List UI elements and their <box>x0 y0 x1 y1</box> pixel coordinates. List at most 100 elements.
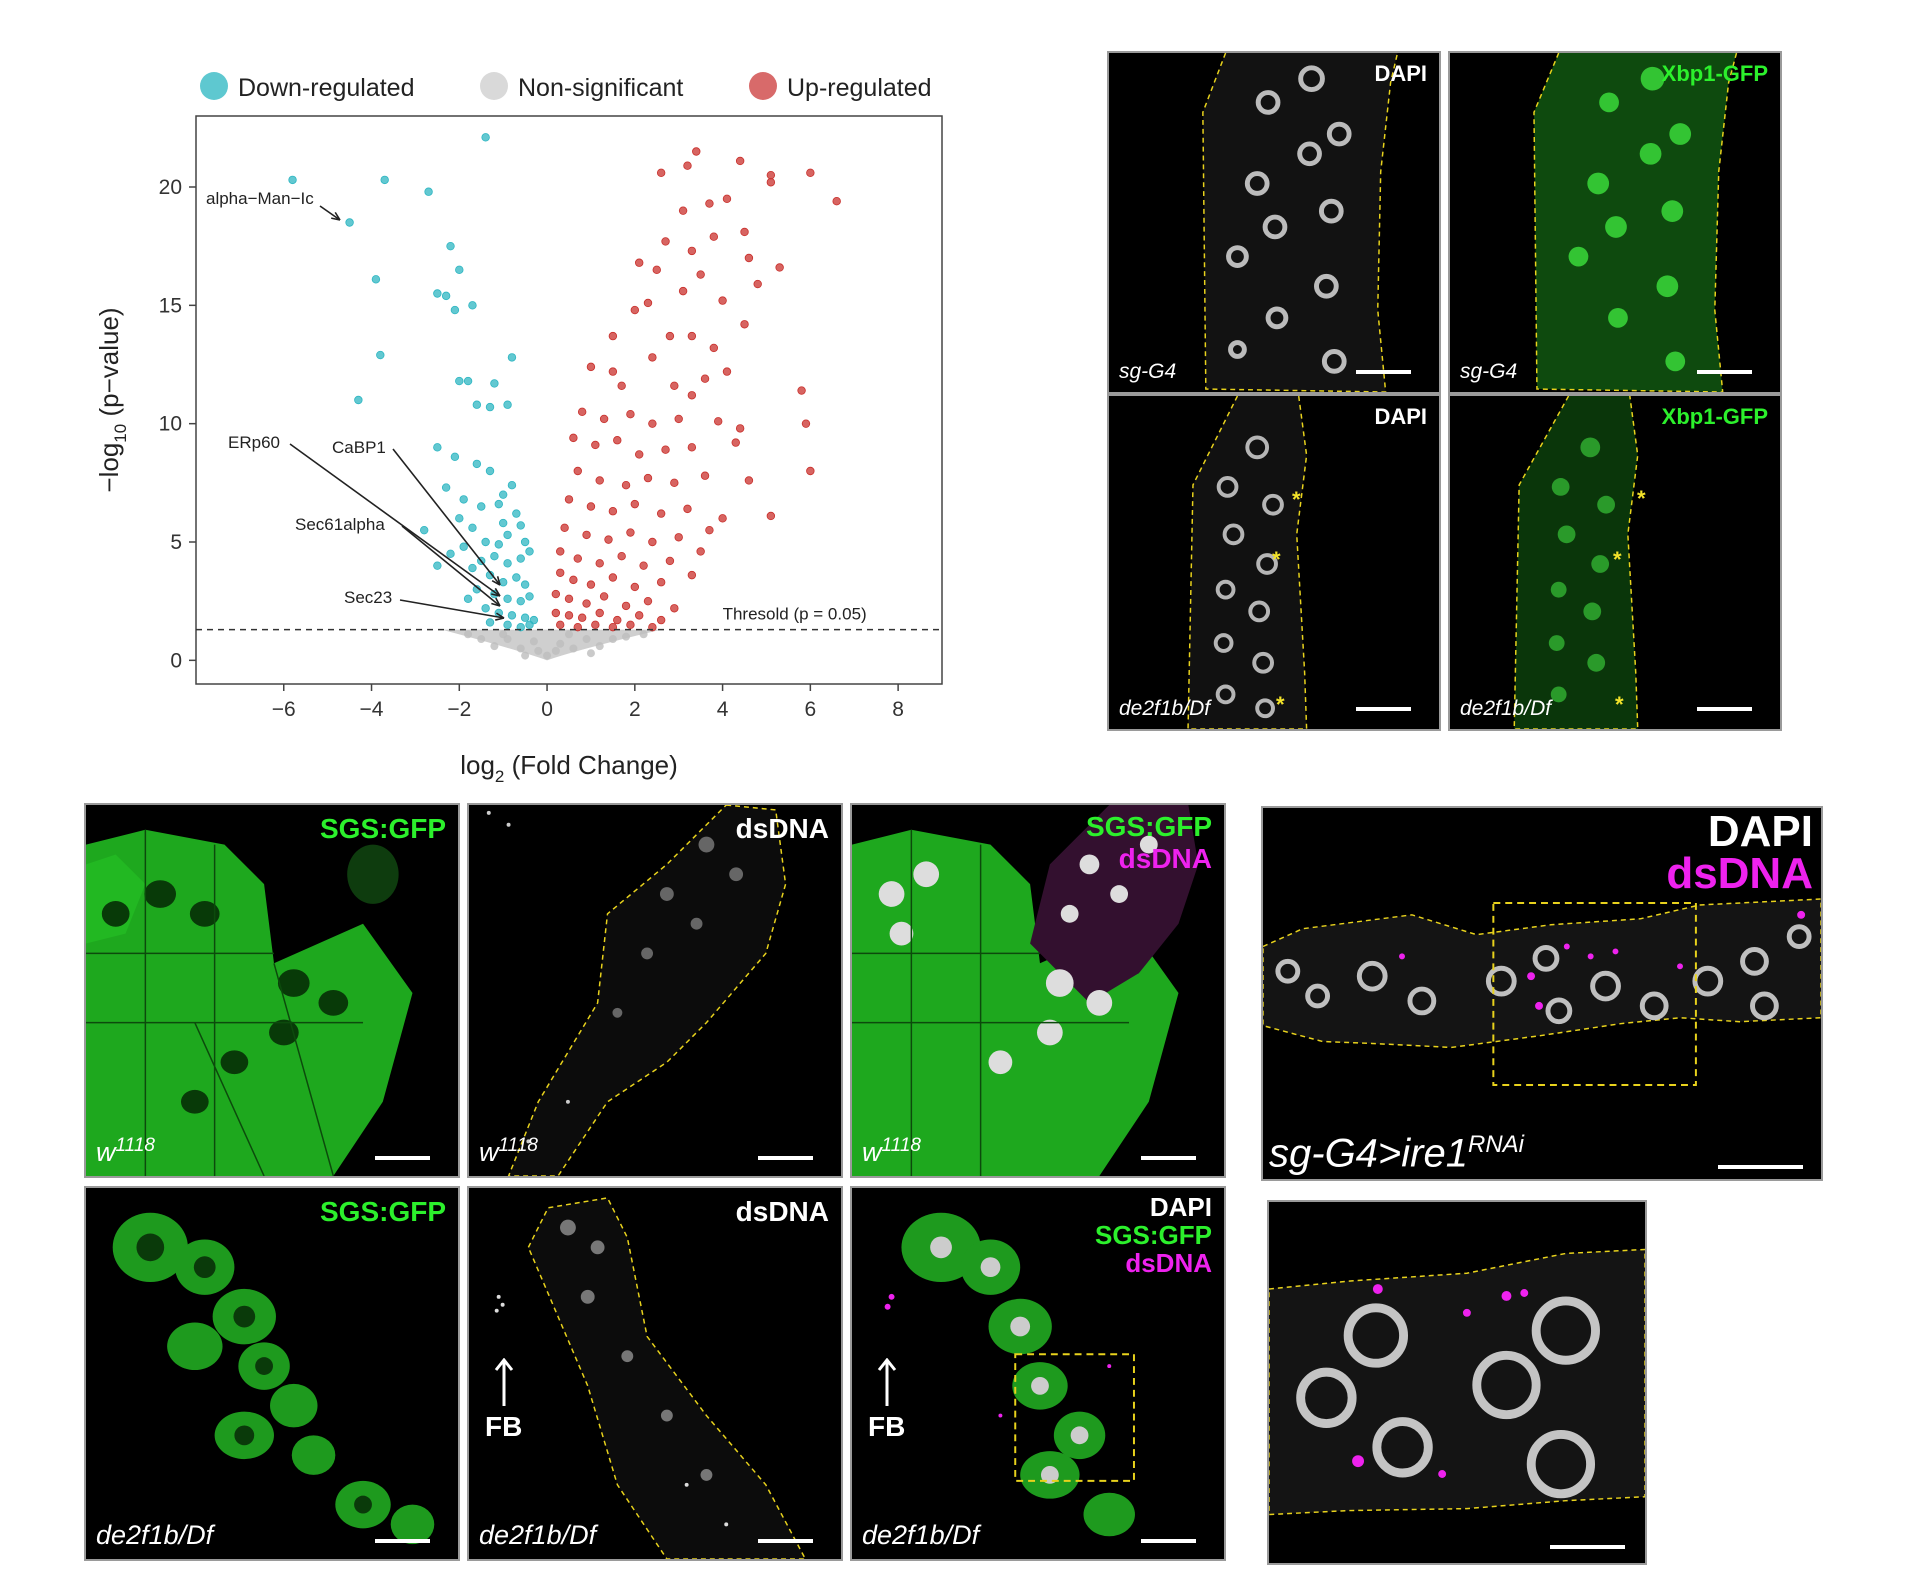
point-up <box>797 386 806 395</box>
point-down <box>512 573 521 582</box>
point-up <box>608 367 618 376</box>
data-points <box>288 133 841 661</box>
point-up <box>683 504 692 514</box>
point-down <box>450 452 460 461</box>
genotype-label: sg-G4 <box>1119 360 1177 383</box>
point-down <box>525 547 534 556</box>
point-up <box>621 481 631 490</box>
point-nonsignificant <box>490 642 499 651</box>
point-down <box>468 301 477 310</box>
point-up <box>595 476 604 485</box>
point-down <box>455 376 464 386</box>
channel-label-1: SGS:GFP <box>1085 811 1212 842</box>
point-up <box>740 227 749 237</box>
x-axis-title: log2 (Fold Change) <box>460 750 678 786</box>
point-down <box>507 611 517 620</box>
point-up <box>678 206 688 215</box>
point-up <box>714 417 723 426</box>
mutant-marker: * <box>1637 486 1646 511</box>
x-tick-label: 8 <box>892 698 904 721</box>
micrograph-ire1-inset <box>1267 1200 1647 1565</box>
point-nonsignificant <box>595 642 604 651</box>
point-up <box>560 523 569 532</box>
annotation-arrowhead <box>491 597 501 607</box>
point-down <box>481 537 490 547</box>
scale-bar <box>1141 1156 1196 1160</box>
point-down <box>463 376 473 386</box>
point-up <box>665 556 675 566</box>
point-up <box>648 353 657 362</box>
legend-label-ns: Non-significant <box>518 74 683 102</box>
point-down <box>472 400 482 409</box>
point-up <box>577 613 587 622</box>
channel-label: dsDNA <box>735 1196 829 1227</box>
point-up <box>678 286 688 296</box>
point-down <box>446 241 455 251</box>
x-tick-label: 6 <box>805 698 817 721</box>
micrograph-de2f1b-sgs: SGS:GFP de2f1b/Df <box>84 1186 460 1561</box>
point-up <box>569 575 578 585</box>
point-up <box>586 580 596 589</box>
point-up <box>613 436 622 445</box>
point-down <box>485 402 495 412</box>
point-down <box>376 350 385 360</box>
point-up <box>709 232 719 241</box>
point-up <box>643 298 653 308</box>
point-down <box>463 594 473 603</box>
point-up <box>591 620 600 630</box>
annotation-label: ERp60 <box>228 433 280 452</box>
point-down <box>441 291 451 301</box>
point-nonsignificant <box>586 649 595 658</box>
point-up <box>696 547 705 556</box>
annotation-arrowhead <box>495 612 505 621</box>
channel-label: Xbp1-GFP <box>1661 404 1768 429</box>
point-nonsignificant <box>521 651 530 660</box>
point-nonsignificant <box>464 630 473 639</box>
point-up <box>709 343 719 353</box>
annotation-label: alpha−Man−Ic <box>206 189 314 208</box>
micrograph-w1118-sgs: SGS:GFP w1118 <box>84 803 460 1178</box>
point-up <box>630 582 640 592</box>
point-up <box>586 502 596 511</box>
point-up <box>586 362 596 372</box>
scale-bar <box>375 1156 430 1160</box>
channel-label-2: SGS:GFP <box>1094 1220 1212 1250</box>
point-up <box>670 381 679 390</box>
point-up <box>806 466 815 476</box>
point-up <box>626 528 635 537</box>
point-nonsignificant <box>556 639 565 648</box>
micrograph-w1118-merge: SGS:GFP dsDNA w1118 <box>850 803 1226 1178</box>
point-up <box>687 331 697 341</box>
point-down <box>494 499 503 509</box>
point-down <box>485 618 495 627</box>
point-up <box>766 170 776 180</box>
point-up <box>608 573 618 582</box>
scale-bar <box>1356 370 1411 374</box>
point-down <box>520 537 530 547</box>
point-down <box>288 175 297 185</box>
y-axis-title: −log10 (p−value) <box>94 307 130 492</box>
point-nonsignificant <box>639 630 648 639</box>
legend-label-up: Up-regulated <box>787 74 932 102</box>
micrograph-sg-g4-dapi: DAPI sg-G4 <box>1107 51 1441 394</box>
point-up <box>582 599 591 608</box>
x-tick-label: 0 <box>541 698 553 721</box>
point-down <box>380 175 389 185</box>
genotype-label: de2f1b/Df <box>1460 697 1552 720</box>
point-down <box>520 613 530 622</box>
point-up <box>599 592 609 601</box>
point-up <box>648 419 657 428</box>
point-up <box>832 196 841 206</box>
point-up <box>595 608 604 618</box>
point-nonsignificant <box>582 635 591 644</box>
x-tick-label: −2 <box>447 698 471 721</box>
annotations: alpha−Man−Ic ERp60 CaBP1 Sec61alpha Sec23 <box>206 189 505 621</box>
micrograph-ire1-rnai: DAPI dsDNA sg-G4>ire1RNAi <box>1261 806 1823 1181</box>
point-down <box>516 554 525 563</box>
point-down <box>498 490 508 499</box>
channel-label: dsDNA <box>735 813 829 844</box>
point-up <box>722 367 732 376</box>
point-down <box>477 502 486 511</box>
point-down <box>516 596 525 606</box>
point-down <box>468 563 477 573</box>
